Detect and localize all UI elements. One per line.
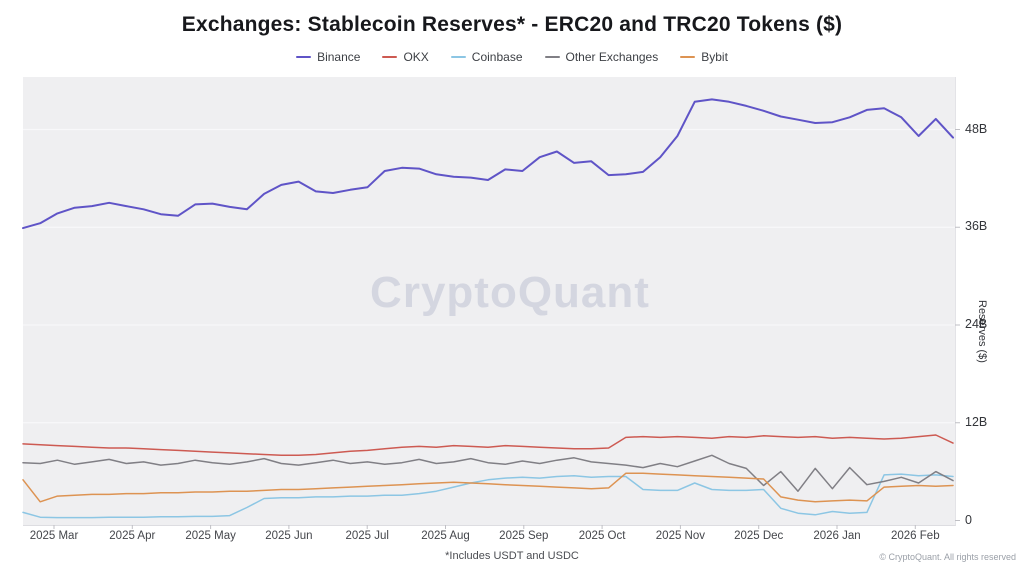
x-tick-label: 2025 Jun — [265, 530, 313, 542]
x-tick-label: 2026 Jan — [813, 530, 861, 542]
legend-swatch-icon — [680, 56, 696, 58]
chart-title: Exchanges: Stablecoin Reserves* - ERC20 … — [181, 13, 843, 36]
legend-swatch-icon — [450, 56, 466, 58]
legend-item-coinbase[interactable]: Coinbase — [450, 50, 523, 64]
legend-item-bybit[interactable]: Bybit — [680, 50, 728, 64]
legend-swatch-icon — [296, 56, 312, 58]
x-tick-label: 2025 Dec — [734, 530, 784, 542]
legend-item-binance[interactable]: Binance — [296, 50, 360, 64]
legend-label: Binance — [317, 50, 361, 64]
y-tick-label-36B: 36B — [965, 219, 988, 234]
x-tick-label: 2025 Jul — [345, 530, 389, 542]
legend-item-other-exchanges[interactable]: Other Exchanges — [544, 50, 659, 64]
cryptoquant-watermark: CryptoQuant — [370, 268, 650, 317]
legend-swatch-icon — [382, 56, 398, 58]
legend-item-okx[interactable]: OKX — [382, 50, 429, 64]
y-tick-label-48B: 48B — [965, 121, 988, 136]
copyright-notice: © CryptoQuant. All rights reserved — [879, 552, 1016, 562]
series-line-okx[interactable] — [22, 434, 954, 457]
y-axis-title: Reserves ($) — [976, 300, 988, 363]
legend-label: OKX — [403, 50, 429, 64]
chart-legend: Binance OKX Coinbase Other Exchanges Bybit — [0, 50, 1024, 64]
x-tick-label: 2025 Apr — [109, 530, 156, 542]
y-tick-label-12B: 12B — [965, 414, 988, 429]
x-tick-label: 2025 Mar — [29, 530, 79, 542]
x-tick-label: 2025 Sep — [499, 530, 549, 542]
legend-label: Other Exchanges — [565, 50, 659, 64]
series-line-other-exchanges[interactable] — [22, 454, 954, 492]
x-tick-label: 2025 Nov — [655, 530, 706, 542]
y-tick-label-24B: 24B — [965, 317, 988, 331]
legend-label: Bybit — [701, 50, 728, 64]
series-line-binance[interactable] — [22, 98, 954, 230]
x-tick-label: 2025 Aug — [421, 530, 470, 542]
y-tick-label-0: 0 — [965, 512, 972, 527]
legend-swatch-icon — [544, 56, 560, 58]
series-line-coinbase[interactable] — [22, 473, 954, 519]
legend-label: Coinbase — [471, 50, 523, 64]
series-line-bybit[interactable] — [22, 472, 954, 503]
x-tick-label: 2025 May — [185, 530, 236, 542]
chart-footnote: *Includes USDT and USDC — [445, 550, 579, 562]
x-tick-label: 2026 Feb — [890, 530, 940, 542]
x-tick-label: 2025 Oct — [578, 530, 626, 542]
